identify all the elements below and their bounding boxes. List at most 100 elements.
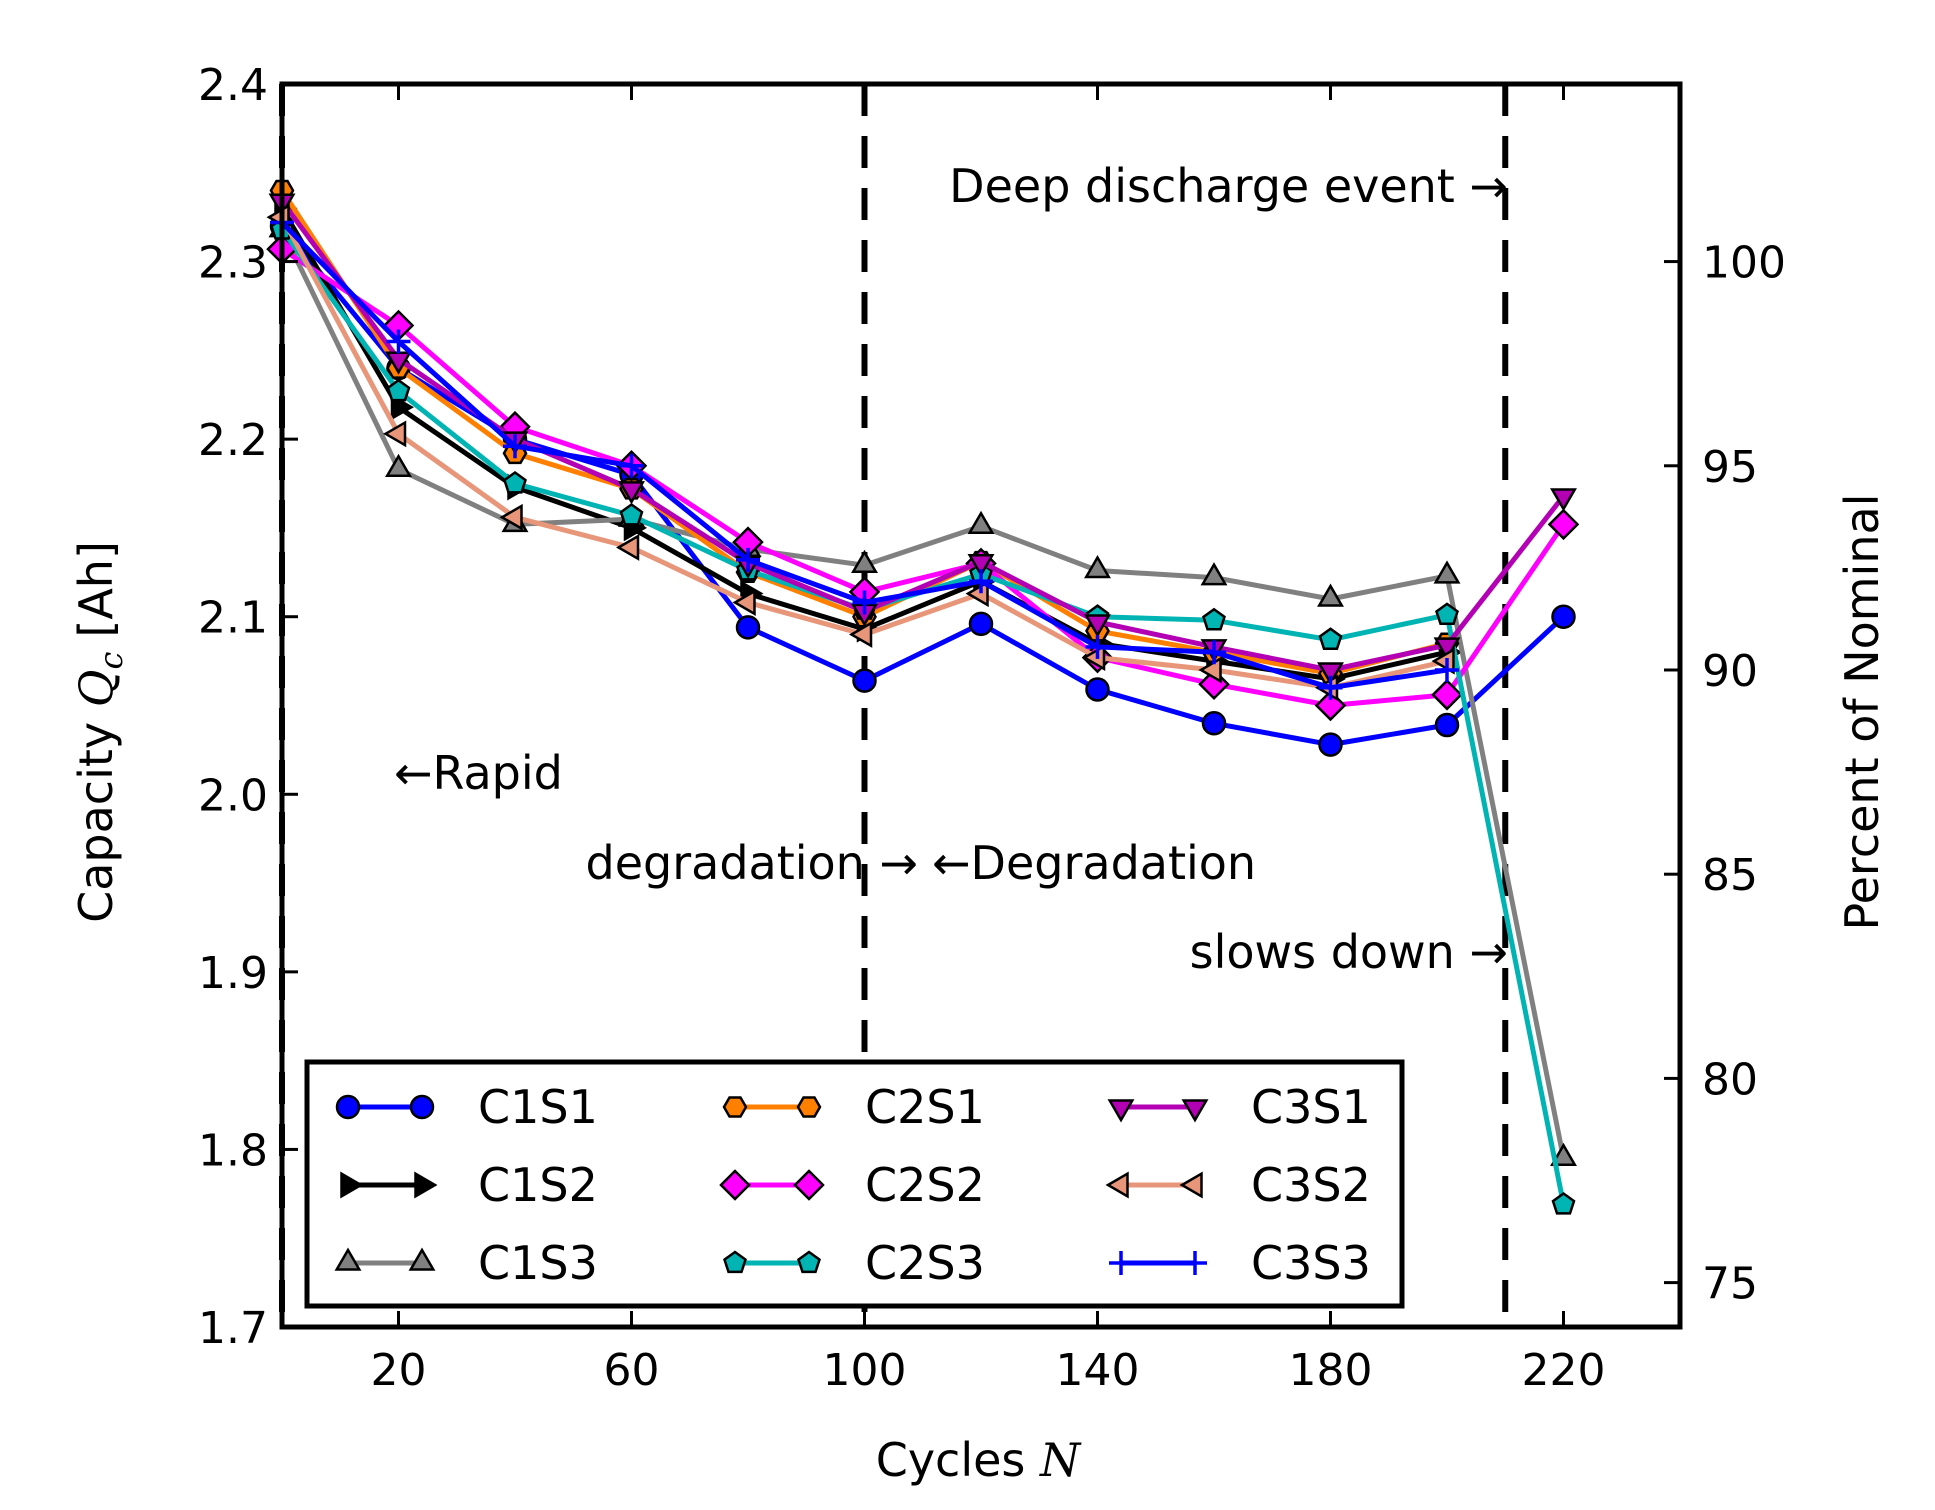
data-point-c3s3-100 <box>852 590 877 615</box>
legend-marker <box>335 1094 361 1120</box>
data-point-c3s2-100 <box>848 621 873 648</box>
x-tick-label: 220 <box>1522 1345 1606 1396</box>
y-tick-label: 2.4 <box>198 60 268 111</box>
series-line-c2s2 <box>280 247 1566 708</box>
x-tick-label: 60 <box>604 1345 660 1396</box>
legend-marker <box>414 1171 438 1199</box>
legend-marker <box>793 1169 825 1201</box>
y-tick-label: 2.1 <box>198 593 268 644</box>
data-point-c3s3-120 <box>969 569 993 594</box>
legend-marker <box>719 1169 751 1201</box>
data-point-c1s1-160 <box>1201 711 1227 736</box>
y2-tick-label: 85 <box>1702 850 1758 901</box>
x-tick-label: 100 <box>823 1345 907 1396</box>
data-point-c1s1-120 <box>968 611 994 637</box>
annotation-slows-down: slows down → <box>1190 925 1508 979</box>
series-c2s2 <box>266 233 1580 722</box>
legend-marker <box>722 1096 748 1118</box>
legend-item-c3s3: C3S3 <box>1109 1236 1371 1290</box>
legend-marker <box>797 1250 821 1274</box>
data-point-c3s2-40 <box>499 503 523 531</box>
legend-marker <box>340 1171 364 1199</box>
data-point-c2s3-160 <box>1202 607 1226 631</box>
y-tick-label: 1.7 <box>198 1303 268 1354</box>
legend-marker <box>1109 1251 1133 1275</box>
data-point-c1s1-180 <box>1318 732 1343 757</box>
data-point-c3s1-220 <box>1550 488 1577 512</box>
data-point-c3s1-180 <box>1317 662 1344 686</box>
legend-item-c2s2: C2S2 <box>719 1158 985 1212</box>
annotation-degradation-right: ←Degradation <box>932 836 1256 890</box>
legend-item-c2s1: C2S1 <box>722 1080 985 1134</box>
legend-marker <box>1183 1251 1207 1275</box>
data-point-c3s2-80 <box>732 589 756 616</box>
y2-tick-label: 100 <box>1702 238 1786 289</box>
data-point-c1s1-200 <box>1434 712 1460 738</box>
legend: C1S1 C1S2 C1S3 C2S1 C2S2 C2S3 C3S1 C3S2 C3S3 <box>304 1059 1405 1309</box>
data-point-c3s1-200 <box>1433 637 1461 661</box>
series-line-c2s3 <box>279 228 1566 1205</box>
legend-item-c1s2: C1S2 <box>340 1158 598 1212</box>
legend-label: C3S2 <box>1251 1158 1371 1212</box>
legend-label: C3S1 <box>1251 1080 1371 1134</box>
legend-marker <box>1181 1099 1209 1123</box>
x-tick-label: 20 <box>371 1345 427 1396</box>
legend-item-c1s3: C1S3 <box>334 1236 598 1290</box>
legend-item-c1s1: C1S1 <box>335 1080 598 1134</box>
data-point-c2s3-60 <box>619 502 644 526</box>
data-point-c3s2-60 <box>615 534 640 561</box>
legend-marker <box>796 1096 822 1118</box>
legend-marker <box>723 1250 747 1274</box>
data-point-c3s1-140 <box>1084 614 1111 638</box>
legend-label: C1S1 <box>478 1080 598 1134</box>
data-point-c1s2-20 <box>390 393 415 421</box>
data-point-c2s3-20 <box>386 378 411 402</box>
series-line-c3s1 <box>279 199 1566 673</box>
data-point-c3s3-180 <box>1318 675 1343 700</box>
data-point-c3s3-200 <box>1435 657 1459 682</box>
legend-box <box>304 1059 1405 1309</box>
data-point-c2s2-80 <box>732 526 764 558</box>
legend-label: C3S3 <box>1251 1236 1371 1290</box>
data-point-c3s3-160 <box>1202 640 1226 665</box>
series-c3s3 <box>270 210 1459 700</box>
legend-label: C2S3 <box>865 1236 985 1290</box>
data-point-c1s1-100 <box>852 668 877 693</box>
data-point-c3s3-80 <box>736 547 760 572</box>
y-tick-label: 1.8 <box>198 1125 268 1176</box>
data-point-c3s2-160 <box>1198 656 1222 684</box>
y2-tick-label: 75 <box>1702 1259 1758 1310</box>
data-point-c2s3-200 <box>1435 602 1459 626</box>
legend-item-c3s2: C3S2 <box>1105 1158 1371 1212</box>
annotation-rapid: ←Rapid <box>394 746 563 800</box>
x-tick-label: 140 <box>1056 1345 1140 1396</box>
annotation-degradation-left: degradation → <box>586 836 918 890</box>
data-point-c3s2-20 <box>382 420 407 448</box>
data-point-c3s1-120 <box>967 553 995 578</box>
x-axis-title: Cycles N <box>876 1433 1082 1487</box>
y-tick-label: 2.3 <box>198 238 268 289</box>
data-point-c1s3-220 <box>1550 1142 1577 1167</box>
series-c3s1 <box>268 193 1577 686</box>
legend-label: C1S3 <box>478 1236 598 1290</box>
y-tick-label: 2.2 <box>198 415 268 466</box>
data-point-c2s2-200 <box>1431 679 1463 711</box>
series-layer <box>266 179 1580 1215</box>
data-point-c3s3-60 <box>619 453 644 478</box>
legend-marker <box>409 1094 435 1120</box>
legend-marker <box>334 1247 362 1271</box>
legend-label: C2S2 <box>865 1158 985 1212</box>
y2-tick-label: 95 <box>1702 442 1758 493</box>
y-tick-label: 1.9 <box>198 948 268 999</box>
data-point-c1s3-100 <box>851 549 878 573</box>
y2-axis-title: Percent of Nominal <box>1835 494 1889 931</box>
data-point-c2s3-220 <box>1551 1191 1576 1215</box>
legend-label: C2S1 <box>865 1080 985 1134</box>
plot-frame <box>279 81 1683 1330</box>
annotation-deep-discharge: Deep discharge event → <box>949 159 1508 213</box>
series-line-c1s3 <box>279 228 1566 1159</box>
legend-marker <box>1179 1171 1203 1199</box>
legend-item-c3s1: C3S1 <box>1107 1080 1371 1134</box>
y-axis-title: Capacity Qc[Ah] <box>69 541 130 923</box>
